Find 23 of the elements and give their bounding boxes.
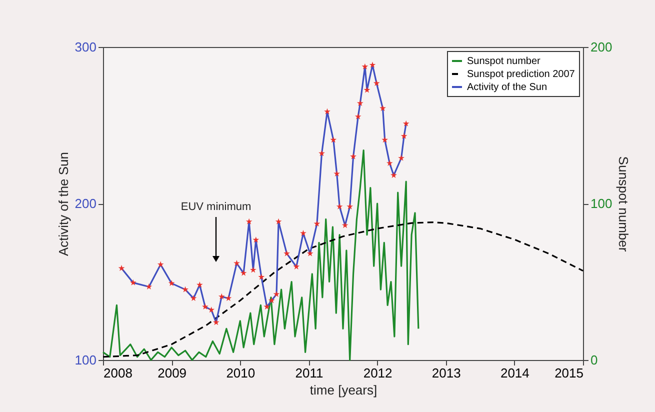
x-tick-label: 2010: [226, 366, 256, 380]
legend-label: Activity of the Sun: [467, 82, 548, 93]
x-tick-label: 2008: [104, 366, 132, 380]
y-tick-label: 100: [74, 352, 96, 368]
y-axis-title: Activity of the Sun: [56, 152, 71, 256]
line-series: [102, 221, 584, 358]
y2-axis-title: Sunspot number: [616, 156, 632, 252]
x-tick-label: 2014: [500, 366, 530, 380]
y-tick-label: 300: [74, 40, 96, 54]
y-tick-label: 200: [74, 196, 96, 211]
y2-tick-label: 200: [590, 40, 612, 54]
legend-label: Sunspot number: [467, 56, 542, 67]
x-axis-title: time [years]: [310, 382, 378, 398]
x-tick-label: 2012: [363, 366, 392, 380]
x-tick-label: 2009: [158, 366, 187, 380]
line-series: [102, 149, 420, 361]
x-tick-label: 2015: [554, 366, 584, 380]
x-tick-label: 2011: [295, 366, 324, 380]
annotation: EUV minimum: [180, 201, 252, 213]
legend-label: Sunspot prediction 2007: [467, 69, 576, 80]
y2-tick-label: 0: [590, 352, 598, 368]
y2-tick-label: 100: [590, 196, 612, 211]
x-tick-label: 2013: [432, 366, 461, 380]
